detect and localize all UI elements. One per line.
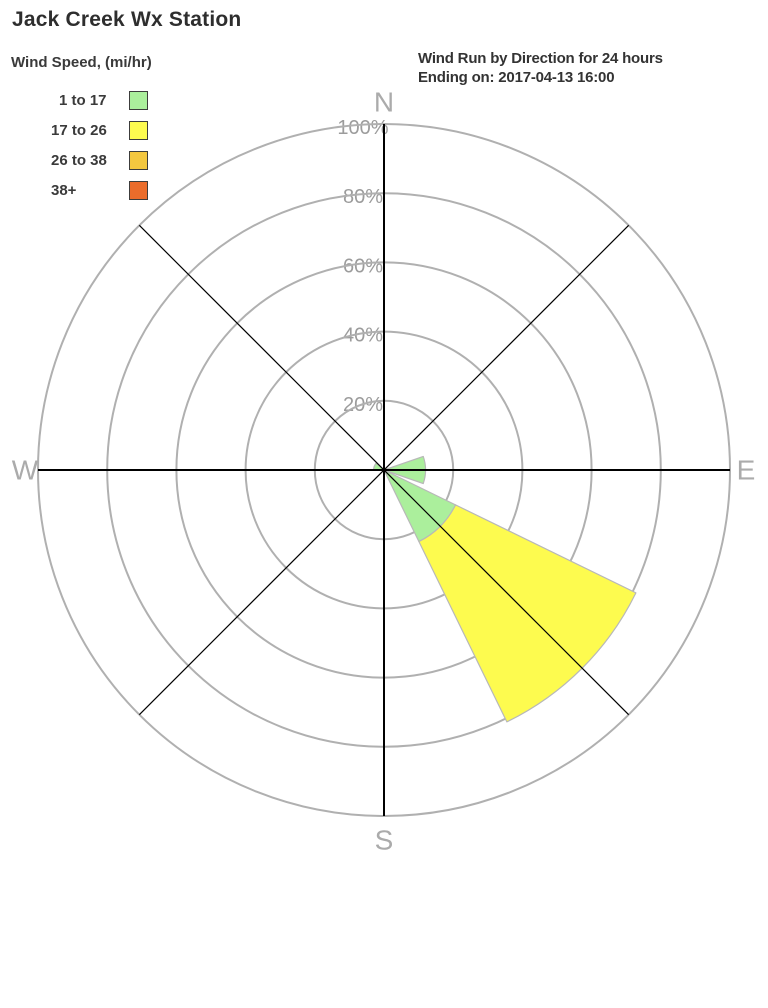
legend-item: 1 to 17 bbox=[51, 90, 148, 110]
compass-label-e: E bbox=[737, 455, 756, 486]
legend-item-label: 26 to 38 bbox=[51, 151, 107, 169]
legend-item: 17 to 26 bbox=[51, 120, 148, 140]
legend-item-label: 17 to 26 bbox=[51, 121, 107, 139]
ring-percent-label: 40% bbox=[343, 325, 383, 347]
legend-item-label: 1 to 17 bbox=[59, 91, 107, 109]
ring-percent-label: 60% bbox=[343, 255, 383, 277]
wind-speed-legend: 1 to 17 17 to 26 26 to 38 38+ bbox=[51, 90, 148, 210]
station-title: Jack Creek Wx Station bbox=[12, 8, 242, 31]
legend-item: 26 to 38 bbox=[51, 150, 148, 170]
compass-label-s: S bbox=[375, 825, 394, 856]
legend-item-swatch bbox=[129, 120, 148, 140]
polar-axis-line bbox=[138, 224, 630, 716]
chart-title-line1: Wind Run by Direction for 24 hours bbox=[418, 50, 663, 67]
legend-item-swatch bbox=[129, 90, 148, 110]
compass-label-w: W bbox=[12, 455, 39, 486]
legend-item-swatch bbox=[129, 180, 148, 200]
legend-item-label: 38+ bbox=[51, 181, 77, 199]
chart-title: Wind Run by Direction for 24 hours Endin… bbox=[418, 50, 728, 87]
ring-percent-label: 80% bbox=[343, 186, 383, 208]
ring-percent-label: 100% bbox=[337, 117, 388, 139]
legend-item: 38+ bbox=[51, 180, 148, 200]
compass-label-n: N bbox=[374, 87, 394, 118]
chart-title-line2: Ending on: 2017-04-13 16:00 bbox=[418, 68, 615, 86]
legend-item-swatch bbox=[129, 150, 148, 170]
wind-speed-legend-title: Wind Speed, (mi/hr) bbox=[11, 54, 152, 71]
